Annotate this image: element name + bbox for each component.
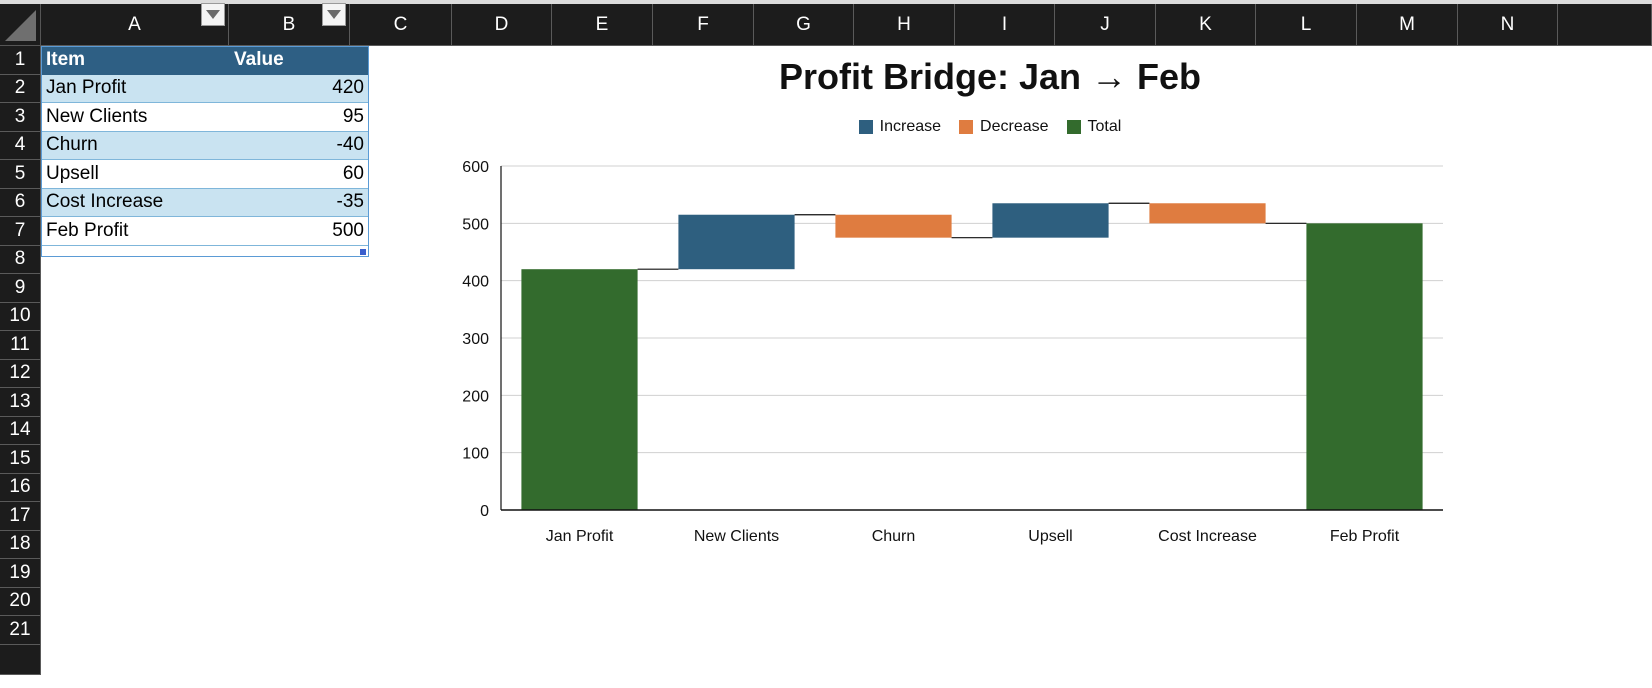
- row-header-19[interactable]: 19: [0, 559, 41, 588]
- y-tick-label: 600: [462, 159, 489, 176]
- legend-swatch-increase: [858, 120, 873, 134]
- column-header-h[interactable]: H: [854, 4, 955, 46]
- row-header-17[interactable]: 17: [0, 502, 41, 531]
- row-header-partial[interactable]: [0, 644, 41, 675]
- x-tick-label: Jan Profit: [546, 528, 614, 545]
- table-cell-item[interactable]: Feb Profit: [41, 217, 229, 246]
- x-tick-label: Upsell: [1028, 528, 1072, 545]
- bar-increase: [678, 214, 795, 270]
- table-cell-value[interactable]: 420: [229, 74, 369, 103]
- table-cell-value[interactable]: 95: [229, 103, 369, 132]
- bar-decrease: [835, 214, 952, 238]
- legend-item-decrease: Decrease: [959, 118, 1049, 136]
- column-header-l[interactable]: L: [1256, 4, 1357, 46]
- header-cell-value[interactable]: Value: [229, 46, 323, 75]
- x-tick-label: Feb Profit: [1330, 528, 1400, 545]
- filter-dropdown-icon: [206, 10, 220, 19]
- table-cell-item[interactable]: New Clients: [41, 103, 229, 132]
- row-header-9[interactable]: 9: [0, 274, 41, 303]
- column-header-g[interactable]: G: [754, 4, 854, 46]
- y-tick-label: 500: [462, 216, 489, 233]
- column-header-c[interactable]: C: [350, 4, 452, 46]
- legend-swatch-total: [1066, 120, 1081, 134]
- bar-increase: [992, 203, 1109, 238]
- bar-decrease: [1149, 203, 1266, 224]
- x-tick-label: Cost Increase: [1158, 528, 1257, 545]
- y-tick-label: 0: [480, 503, 489, 520]
- row-header-20[interactable]: 20: [0, 587, 41, 616]
- row-header-6[interactable]: 6: [0, 188, 41, 217]
- row-header-7[interactable]: 7: [0, 217, 41, 246]
- row-header-5[interactable]: 5: [0, 160, 41, 189]
- bar-total: [1306, 223, 1423, 511]
- table-cell-item[interactable]: Cost Increase: [41, 188, 229, 217]
- row-header-12[interactable]: 12: [0, 359, 41, 388]
- y-tick-label: 300: [462, 331, 489, 348]
- row-header-1[interactable]: 1: [0, 46, 41, 75]
- row-header-21[interactable]: 21: [0, 616, 41, 645]
- table-cell-value[interactable]: -35: [229, 188, 369, 217]
- legend-label-decrease: Decrease: [980, 118, 1049, 135]
- column-header-j[interactable]: J: [1055, 4, 1156, 46]
- column-header-f[interactable]: F: [653, 4, 754, 46]
- column-header-d[interactable]: D: [452, 4, 552, 46]
- waterfall-chart[interactable]: Profit Bridge: Jan → Feb Increase Decreas…: [440, 46, 1540, 606]
- header-cell-fill: [202, 46, 229, 75]
- x-tick-label: New Clients: [694, 528, 779, 545]
- header-cell-fill: [323, 46, 369, 75]
- column-header-a[interactable]: A: [41, 4, 229, 46]
- row-header-10[interactable]: 10: [0, 302, 41, 331]
- row-header-4[interactable]: 4: [0, 131, 41, 160]
- table-cell-value[interactable]: 60: [229, 160, 369, 189]
- column-header-m[interactable]: M: [1357, 4, 1458, 46]
- table-cell-item[interactable]: Upsell: [41, 160, 229, 189]
- y-tick-label: 200: [462, 388, 489, 405]
- filter-dropdown-icon: [327, 10, 341, 19]
- row-header-18[interactable]: 18: [0, 530, 41, 559]
- row-header-14[interactable]: 14: [0, 416, 41, 445]
- legend-item-increase: Increase: [858, 118, 942, 136]
- chart-title: Profit Bridge: Jan → Feb: [778, 56, 1202, 97]
- legend-label-increase: Increase: [879, 118, 942, 135]
- y-tick-label: 100: [462, 446, 489, 463]
- column-header-partial[interactable]: [1558, 4, 1652, 46]
- table-cell-item[interactable]: Jan Profit: [41, 74, 229, 103]
- header-cell-item[interactable]: Item: [41, 46, 202, 75]
- y-tick-label: 400: [462, 274, 489, 291]
- table-cell-value[interactable]: 500: [229, 217, 369, 246]
- column-header-e[interactable]: E: [552, 4, 653, 46]
- table-resize-handle[interactable]: [360, 249, 366, 255]
- row-header-16[interactable]: 16: [0, 473, 41, 502]
- window-top-strip: [0, 0, 1652, 4]
- item-filter-button[interactable]: [201, 3, 225, 26]
- x-tick-label: Churn: [872, 528, 916, 545]
- column-header-k[interactable]: K: [1156, 4, 1256, 46]
- row-header-15[interactable]: 15: [0, 445, 41, 474]
- table-cell-value[interactable]: -40: [229, 131, 369, 160]
- legend-item-total: Total: [1066, 118, 1122, 136]
- table-cell-item[interactable]: Churn: [41, 131, 229, 160]
- column-header-n[interactable]: N: [1458, 4, 1558, 46]
- column-header-i[interactable]: I: [955, 4, 1055, 46]
- legend-swatch-decrease: [959, 120, 974, 134]
- chart-plot: 0 100 200 300 400 500 600 Jan Profit New Clients…: [462, 159, 1443, 545]
- select-all-triangle-icon: [5, 10, 36, 41]
- value-filter-button[interactable]: [322, 3, 346, 26]
- chart-legend: Increase Decrease Total: [440, 118, 1540, 136]
- row-header-2[interactable]: 2: [0, 74, 41, 103]
- bar-total: [521, 269, 638, 510]
- row-header-13[interactable]: 13: [0, 388, 41, 417]
- select-all-corner[interactable]: [0, 4, 41, 46]
- legend-label-total: Total: [1087, 118, 1122, 135]
- row-header-8[interactable]: 8: [0, 245, 41, 274]
- row-header-11[interactable]: 11: [0, 331, 41, 360]
- row-header-3[interactable]: 3: [0, 103, 41, 132]
